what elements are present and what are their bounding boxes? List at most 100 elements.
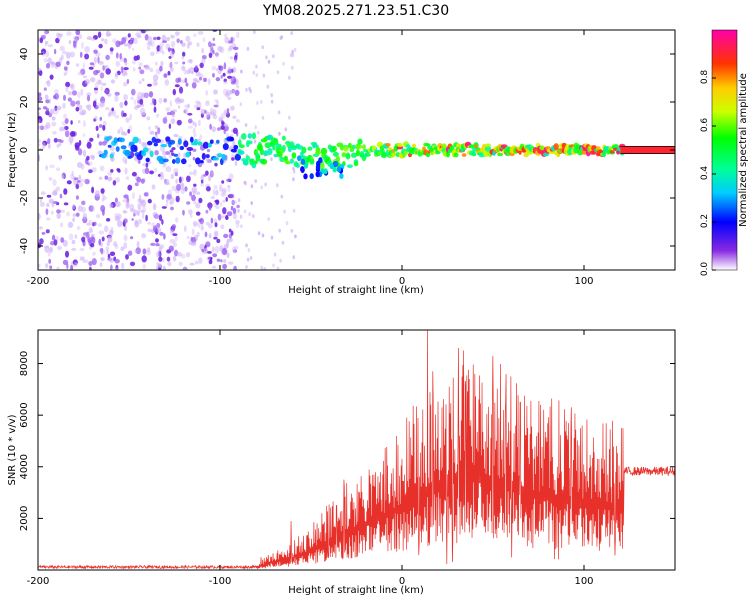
noise-speckle: [178, 86, 184, 94]
noise-speckle: [51, 121, 57, 127]
noise-speckle: [176, 183, 181, 191]
signal-blob: [160, 143, 168, 148]
colorbar-ticks: 0.0 0.2 0.4 0.6 0.8: [700, 70, 716, 277]
noise-speckle: [228, 173, 234, 181]
noise-speckle: [240, 224, 243, 229]
noise-speckle: [74, 177, 79, 181]
signal-blob: [132, 136, 139, 144]
noise-speckle: [172, 255, 177, 262]
noise-speckle: [159, 231, 164, 236]
signal-blob: [153, 142, 158, 147]
noise-speckle: [72, 90, 77, 96]
noise-speckle: [174, 84, 180, 88]
noise-speckle: [163, 98, 168, 103]
noise-speckle: [141, 212, 145, 219]
noise-speckle: [169, 229, 175, 235]
noise-speckle: [94, 190, 100, 198]
noise-speckle: [284, 127, 288, 132]
signal-blob: [339, 173, 344, 179]
noise-speckle: [199, 243, 205, 251]
noise-speckle: [176, 252, 182, 257]
noise-speckle: [50, 241, 55, 246]
noise-speckle: [46, 80, 51, 87]
noise-speckle: [86, 141, 92, 149]
noise-speckle: [137, 203, 142, 211]
noise-speckle: [172, 113, 175, 118]
noise-speckle: [240, 69, 243, 74]
noise-speckle: [93, 56, 97, 64]
noise-speckle: [108, 176, 113, 181]
noise-speckle: [141, 112, 147, 116]
noise-speckle: [248, 86, 251, 91]
noise-speckle: [99, 101, 105, 109]
signal-blob: [130, 144, 138, 152]
noise-speckle: [104, 38, 108, 45]
noise-speckle: [111, 109, 117, 117]
noise-speckle: [91, 37, 95, 41]
noise-speckle: [50, 61, 56, 65]
noise-speckle: [45, 229, 50, 234]
signal-blob: [323, 168, 328, 175]
noise-speckle: [212, 112, 216, 116]
noise-speckle: [169, 201, 173, 206]
noise-speckle: [46, 194, 52, 198]
noise-speckle: [74, 262, 78, 267]
noise-speckle: [56, 209, 61, 214]
noise-speckle: [222, 263, 228, 270]
noise-speckle: [70, 100, 76, 107]
noise-speckle: [189, 214, 193, 218]
noise-speckle: [232, 200, 237, 204]
noise-speckle: [130, 96, 134, 101]
noise-speckle: [270, 235, 274, 240]
noise-speckle: [205, 101, 210, 107]
noise-speckle: [226, 241, 230, 248]
signal-blob: [485, 143, 491, 148]
noise-speckle: [212, 189, 216, 196]
noise-speckle: [59, 209, 66, 213]
noise-speckle: [285, 221, 289, 226]
noise-speckle: [83, 120, 86, 128]
noise-speckle: [105, 54, 110, 61]
noise-speckle: [86, 222, 90, 226]
signal-blob: [289, 158, 294, 164]
noise-speckle: [272, 263, 275, 268]
signal-blob: [411, 143, 417, 149]
colorbar-tick-label: 0.0: [700, 262, 710, 277]
noise-speckle: [278, 131, 281, 136]
noise-speckle: [134, 219, 138, 225]
noise-speckle: [207, 78, 211, 85]
noise-speckle: [123, 242, 128, 249]
noise-speckle: [68, 233, 74, 241]
noise-speckle: [109, 203, 114, 209]
signal-blob: [107, 144, 112, 148]
noise-speckle: [226, 178, 231, 182]
signal-blob: [295, 163, 300, 168]
noise-speckle: [87, 162, 90, 166]
noise-speckle: [171, 185, 177, 192]
noise-speckle: [147, 198, 152, 204]
noise-speckle: [124, 159, 128, 165]
noise-speckle: [146, 116, 150, 121]
signal-blob: [313, 144, 319, 148]
noise-speckle: [216, 99, 219, 107]
noise-speckle: [215, 77, 221, 82]
noise-speckle: [151, 184, 156, 190]
noise-speckle: [100, 96, 106, 104]
noise-speckle: [145, 162, 149, 168]
noise-speckle: [47, 251, 51, 257]
noise-speckle: [159, 65, 163, 72]
noise-speckle: [41, 48, 46, 55]
noise-speckle: [175, 195, 180, 203]
noise-speckle: [194, 122, 197, 128]
signal-blob: [162, 158, 169, 163]
noise-speckle: [196, 231, 200, 238]
noise-speckle: [66, 51, 71, 59]
noise-speckle: [124, 61, 128, 66]
noise-speckle: [206, 186, 211, 192]
noise-speckle: [184, 77, 188, 83]
noise-speckle: [53, 95, 57, 99]
noise-speckle: [199, 62, 204, 69]
noise-speckle: [39, 197, 43, 203]
noise-speckle: [102, 120, 107, 127]
noise-speckle: [172, 109, 177, 113]
